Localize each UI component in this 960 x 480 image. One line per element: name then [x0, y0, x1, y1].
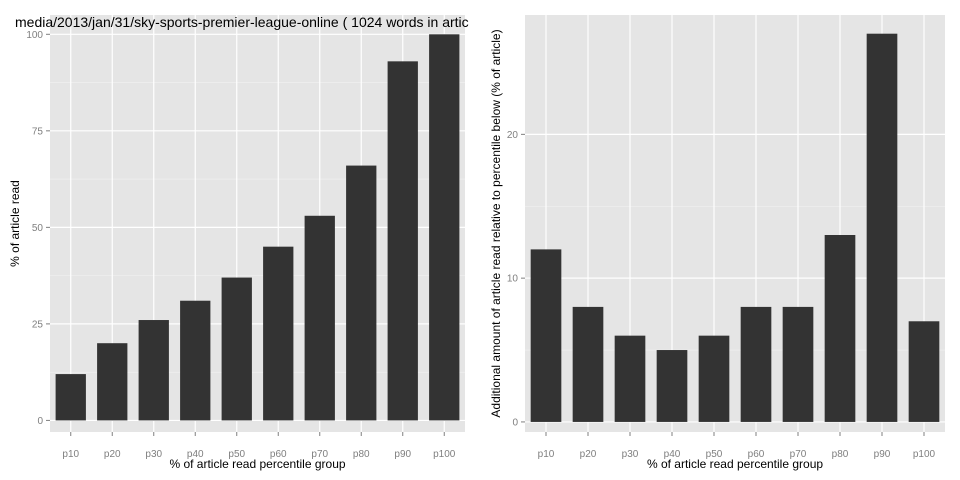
bar-p50 — [221, 277, 252, 421]
y-tick-label: 0 — [512, 417, 518, 428]
y-tick-label: 25 — [32, 319, 44, 330]
y-tick-label: 75 — [32, 126, 44, 137]
bar-p90 — [387, 61, 418, 421]
bar-p10 — [530, 249, 562, 422]
x-tick-label: p70 — [790, 449, 807, 460]
bar-p70 — [782, 306, 814, 422]
x-tick-label: p100 — [433, 449, 456, 460]
y-tick-label: 10 — [507, 274, 519, 285]
bar-p20 — [572, 306, 604, 422]
x-tick-label: p100 — [913, 449, 936, 460]
x-tick-label: p30 — [145, 449, 162, 460]
x-tick-label: p30 — [622, 449, 639, 460]
x-tick-label: p80 — [353, 449, 370, 460]
bar-p70 — [304, 215, 335, 421]
x-tick-label: p50 — [706, 449, 723, 460]
bar-p40 — [656, 350, 688, 422]
x-tick-label: p70 — [311, 449, 328, 460]
x-tick-label: p80 — [832, 449, 849, 460]
x-tick-label: p60 — [748, 449, 765, 460]
left-chart: 0 25 50 75 100 p10 p20 p30 p40 p50 p60 p70 p80 p90 p10… — [8, 14, 469, 471]
bar-p40 — [180, 300, 211, 421]
bar-p60 — [263, 246, 294, 421]
bar-p90 — [866, 33, 898, 422]
x-tick-label: p20 — [104, 449, 121, 460]
bar-p30 — [138, 320, 169, 421]
bar-p60 — [740, 306, 772, 422]
bar-p80 — [824, 235, 856, 422]
bar-p80 — [346, 165, 377, 421]
y-axis-title: % of article read — [8, 180, 22, 267]
x-tick-label: p60 — [270, 449, 287, 460]
right-chart: 0 10 20 p10 p20 p30 p40 p50 p60 p70 p80 p90 p100 % of… — [489, 15, 945, 471]
y-tick-label: 50 — [32, 223, 44, 234]
bar-p30 — [614, 335, 646, 422]
bar-p20 — [97, 343, 128, 421]
bar-p10 — [55, 374, 86, 421]
bar-p100 — [908, 321, 940, 422]
x-tick-label: p10 — [62, 449, 79, 460]
x-tick-label: p40 — [664, 449, 681, 460]
y-tick-label: 100 — [26, 30, 43, 41]
x-axis-title: % of article read percentile group — [169, 457, 345, 471]
bar-p50 — [698, 335, 730, 422]
x-tick-label: p40 — [187, 449, 204, 460]
y-tick-label: 0 — [37, 416, 43, 427]
x-tick-label: p90 — [394, 449, 411, 460]
x-tick-label: p10 — [538, 449, 555, 460]
bar-p100 — [429, 34, 460, 421]
chart-title: media/2013/jan/31/sky-sports-premier-lea… — [15, 14, 469, 30]
x-tick-label: p90 — [874, 449, 891, 460]
x-tick-label: p50 — [228, 449, 245, 460]
y-axis-title: Additional amount of article read relati… — [489, 29, 503, 417]
x-axis-title: % of article read percentile group — [647, 457, 823, 471]
x-tick-label: p20 — [580, 449, 597, 460]
y-tick-label: 20 — [507, 130, 519, 141]
